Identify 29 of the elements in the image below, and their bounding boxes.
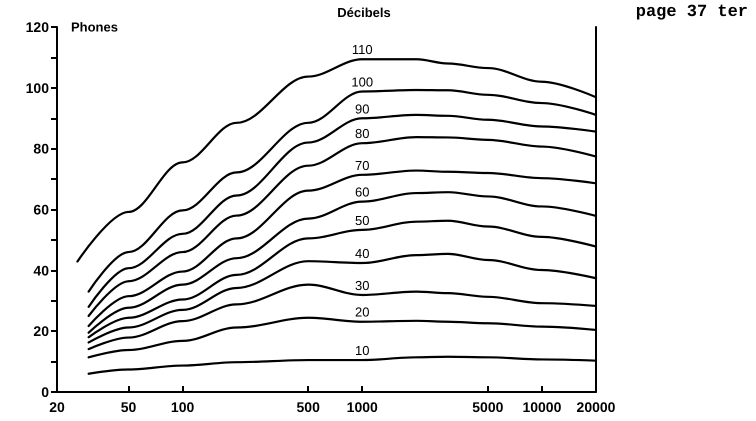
series-label: 70 xyxy=(355,158,370,173)
x-tick-label: 100 xyxy=(170,399,194,415)
series-label: 40 xyxy=(355,246,370,262)
y-tick-label: 20 xyxy=(33,323,50,340)
y-tick-label: 60 xyxy=(33,202,50,218)
y-tick-label: 80 xyxy=(33,140,50,157)
series-label: 10 xyxy=(355,343,370,358)
x-tick-label: 5000 xyxy=(472,399,504,415)
series-label: 80 xyxy=(355,126,370,142)
x-tick-label: 500 xyxy=(296,399,320,415)
y-tick-label: 120 xyxy=(26,19,50,35)
x-tick-label: 1000 xyxy=(346,399,378,415)
series-label: 20 xyxy=(355,304,370,320)
y-axis-title: Phones xyxy=(71,20,118,34)
x-tick-label: 20 xyxy=(49,399,65,415)
x-tick-label: 50 xyxy=(120,399,136,415)
series-label: 50 xyxy=(355,212,370,228)
series-label: 60 xyxy=(355,184,370,200)
x-tick-label: 10000 xyxy=(522,399,562,415)
series-label: 100 xyxy=(351,74,374,90)
legend-title: Décibels xyxy=(337,5,391,20)
series-label: 90 xyxy=(355,101,370,116)
series-label: 30 xyxy=(355,278,370,293)
y-tick-label: 40 xyxy=(33,262,50,278)
y-tick-label: 100 xyxy=(26,80,50,96)
y-tick-label: 0 xyxy=(41,384,50,400)
series-label: 110 xyxy=(352,42,373,58)
x-tick-label: 20000 xyxy=(576,399,616,415)
text: page 37 ter xyxy=(636,3,748,22)
